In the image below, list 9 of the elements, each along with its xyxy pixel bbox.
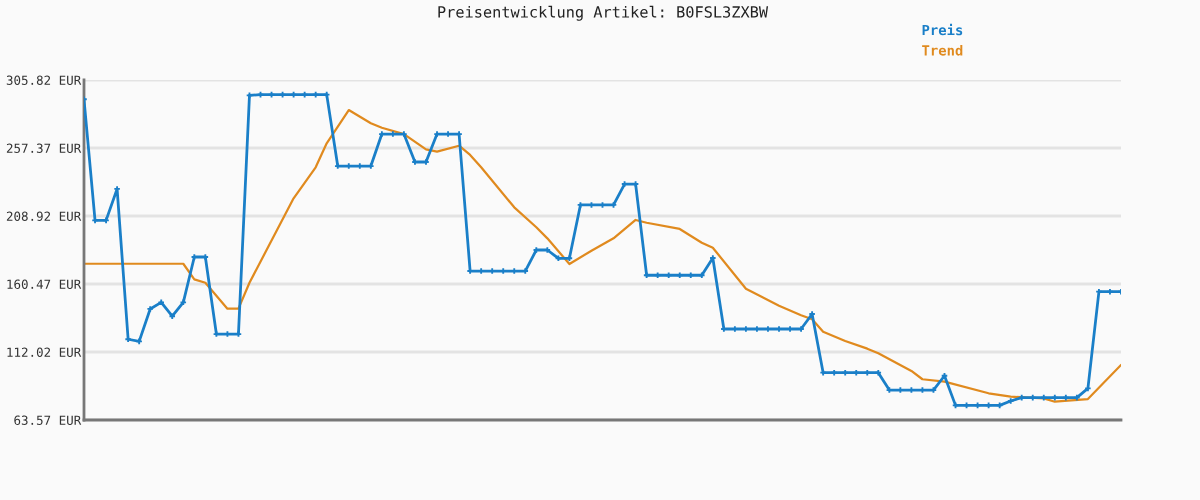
y-tick-label: 112.02 EUR [7,347,82,357]
y-tick-label: 257.37 EUR [6,143,82,153]
text: Preis [922,23,963,36]
chart-title: Preisentwicklung Artikel: B0FSL3ZXBW [438,5,769,21]
y-tick-label: 63.57 EUR [14,415,82,425]
y-tick-label: 305.82 EUR [6,75,82,85]
y-tick-label: 208.92 EUR [6,211,82,221]
y-tick-label: 160.47 EUR [7,279,82,289]
text: Trend [922,44,963,56]
